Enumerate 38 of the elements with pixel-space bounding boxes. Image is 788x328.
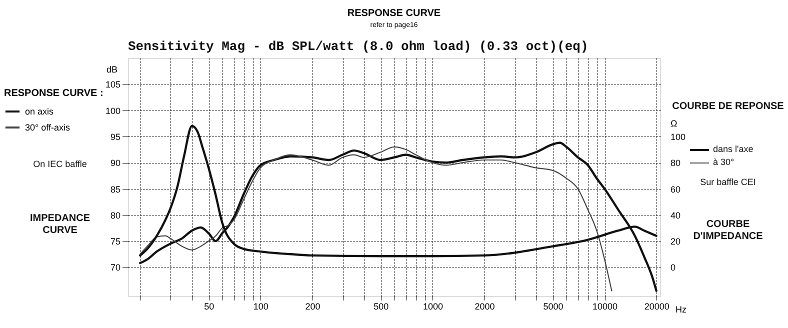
y-tick-label: 70 xyxy=(110,262,120,273)
text: IMPEDANCE CURVE xyxy=(30,213,90,236)
x-tick-label: 10000 xyxy=(592,302,618,312)
y2-axis-title: Ω xyxy=(670,118,678,128)
x-axis-title: Hz xyxy=(676,304,687,314)
chart-title: RESPONSE CURVE xyxy=(347,8,441,19)
y2-tick-label: 0 xyxy=(670,262,676,273)
y2-tick-label: 60 xyxy=(670,184,681,194)
y-tick-label: 100 xyxy=(105,106,120,116)
legend-title: RESPONSE CURVE : xyxy=(4,88,104,99)
text: dans l'axe xyxy=(713,144,754,154)
legend-label: 30° off-axis xyxy=(25,122,70,132)
x-tick-label: 500 xyxy=(374,302,389,312)
x-tick-label: 50 xyxy=(204,302,214,312)
y2-tick-label: 100 xyxy=(670,132,686,142)
text: COURBE DE REPONSE xyxy=(672,101,784,112)
text: Sur baffle CEI xyxy=(700,177,756,187)
text: à 30° xyxy=(713,157,735,167)
y2-tick-label: 40 xyxy=(670,210,681,220)
y-tick-label: 95 xyxy=(110,132,120,142)
x-tick-label: 100 xyxy=(253,302,268,312)
x-tick-label: 20000 xyxy=(644,302,670,312)
x-tick-label: 1000 xyxy=(422,302,443,312)
y-tick-label: 105 xyxy=(105,80,120,90)
x-tick-label: 2000 xyxy=(474,302,495,312)
legend-label: on axis xyxy=(25,106,54,116)
y-tick-label: 85 xyxy=(110,184,120,194)
text: COURBE D'IMPEDANCE xyxy=(693,219,764,242)
text: On IEC baffle xyxy=(33,159,87,169)
x-tick-label: 5000 xyxy=(543,302,564,312)
y-tick-label: 90 xyxy=(110,158,120,168)
y-tick-label: 75 xyxy=(110,236,120,247)
y-tick-label: 80 xyxy=(110,210,120,220)
y2-tick-label: 20 xyxy=(670,236,681,247)
y-axis-title: dB xyxy=(106,64,118,74)
x-tick-label: 200 xyxy=(305,302,320,312)
y2-tick-label: 80 xyxy=(670,158,681,168)
text: Sensitivity Mag - dB SPL/watt (8.0 ohm load) (0.33 oct)(eq) xyxy=(128,39,588,54)
